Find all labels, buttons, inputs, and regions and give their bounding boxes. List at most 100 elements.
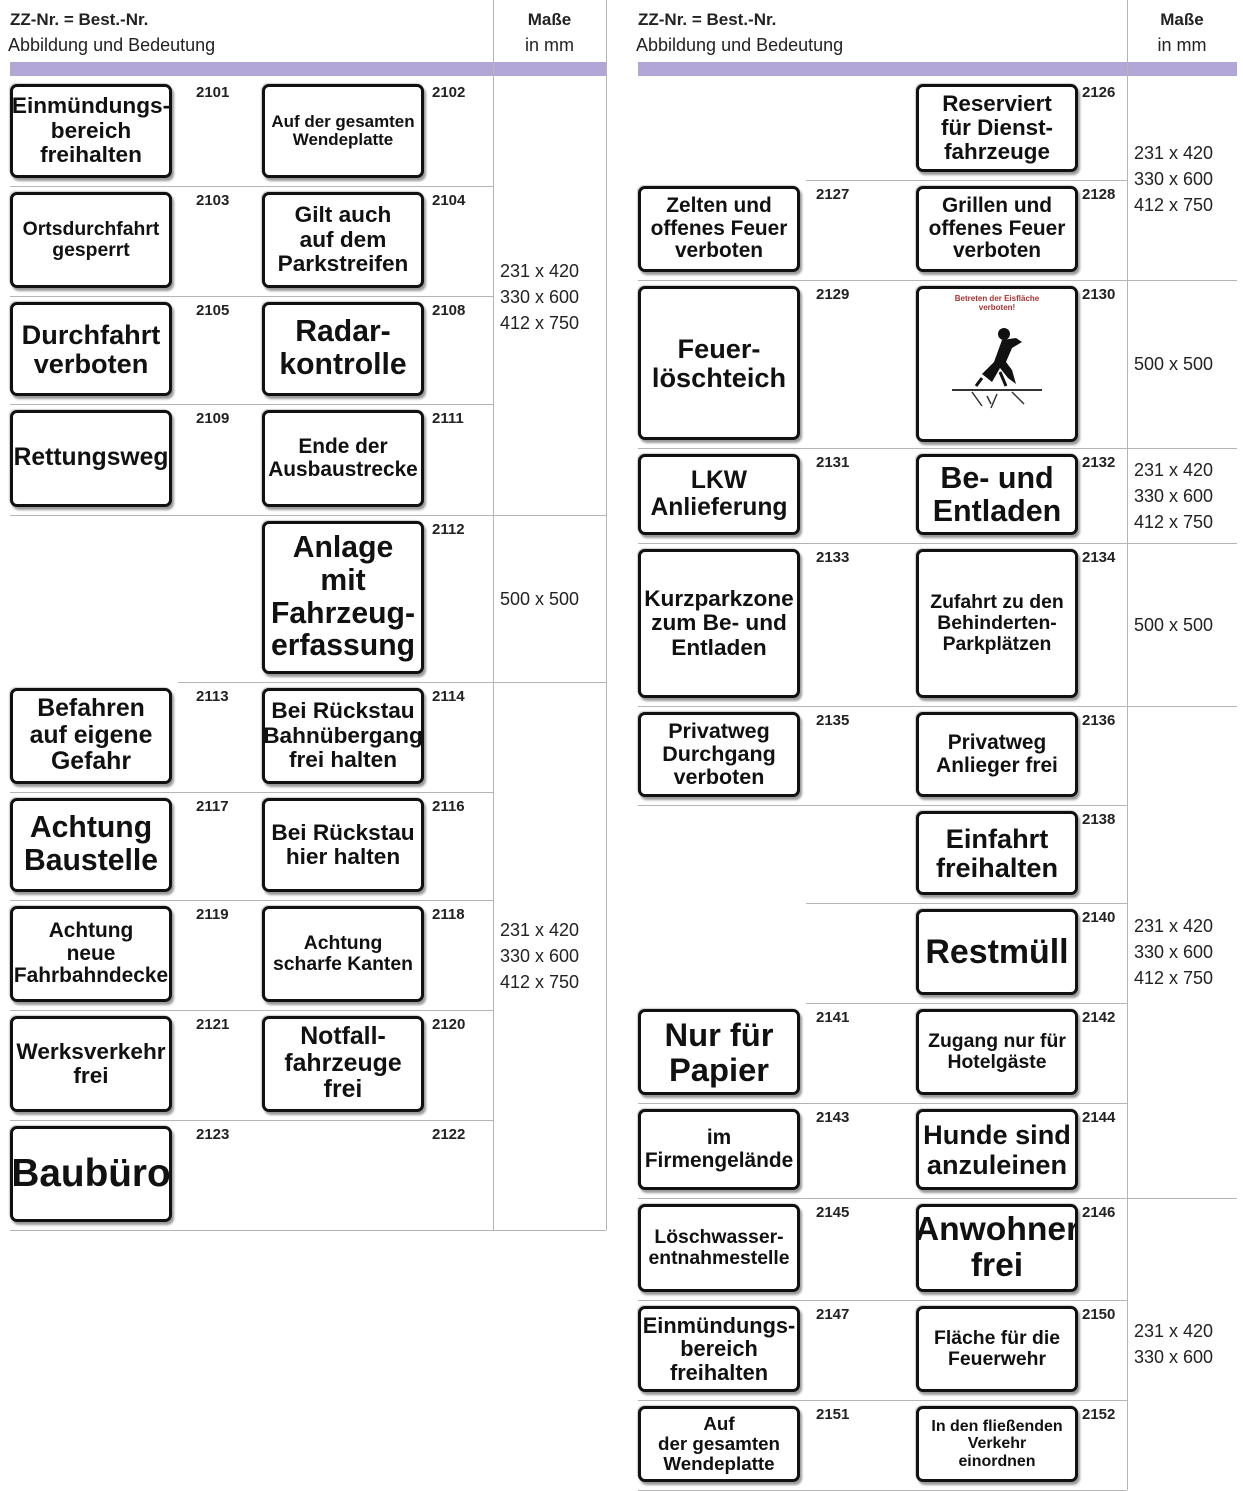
sign-text: Befahren [37,694,145,722]
sign-text: Ende der [298,434,388,458]
size-value: 500 x 500 [1134,354,1214,374]
sign-text: Auf der gesamten [271,111,415,131]
sign-text: löschteich [651,362,787,393]
sign-text: Achtung [48,919,134,943]
sign: Anwohner frei [916,1204,1078,1292]
size-title: Maße [1160,10,1204,29]
row-line [638,543,1127,544]
sign-text: frei [73,1063,109,1088]
sign-text: Baubüro [11,1152,171,1196]
sign: Rettungsweg [10,410,172,507]
size-value: 500 x 500 [1134,614,1214,635]
sign-text: scharfe Kanten [273,953,413,975]
sign: Privatweg Durchgang verboten [638,712,800,797]
sign-text: für Dienst- [940,114,1054,140]
sign-text: Behinderten- [937,612,1057,635]
header-subtitle: Abbildung und Bedeutung [8,35,216,55]
sign-text: erfassung [270,629,416,663]
sign: LKW Anlieferung [638,454,800,535]
sign-text: der gesamten [657,1432,781,1454]
sign: Anlage mit Fahrzeug-erfassung [262,521,424,674]
sign-text: hier halten [285,844,401,869]
sign-text: Einmündungs- [642,1312,796,1338]
sign-text: Gefahr [50,748,132,776]
item-number: 2105 [196,302,230,319]
sign-text: Anlieger frei [936,753,1058,777]
size-value: 330 x 600 [1134,485,1214,506]
sign-text: Feuerwehr [948,1348,1046,1370]
item-number: 2116 [432,798,465,815]
sign-text: Anwohner [916,1210,1078,1248]
sign-text: offenes Feuer [928,216,1066,240]
sign: Privatweg Anlieger frei [916,712,1078,797]
column-divider [493,0,494,1230]
item-number: 2150 [1082,1306,1116,1323]
sign-text: Einfahrt [945,822,1049,854]
item-number: 2134 [1082,549,1116,566]
item-number: 2123 [196,1126,230,1143]
sign-text: Nur für [664,1015,774,1053]
sign-text: Zugang nur für [928,1030,1066,1053]
group-line [1127,280,1237,281]
bottom-line [10,1230,606,1231]
sign-text: Feuer- [677,332,761,364]
column-border [606,0,607,1230]
sign-text: im [706,1125,732,1149]
row-line [178,682,493,683]
row-line [806,903,1127,904]
sign-text: auf eigene [29,721,153,749]
group-line [493,682,606,683]
sign-text: offenes Feuer [650,216,788,240]
sign: Betreten der Eisfläche verboten! [916,286,1078,442]
sign-text: Firmengelände [644,1148,794,1172]
sign-text: Anlieferung [650,493,788,521]
sign: Kurzparkzone zum Be- und Entladen [638,549,800,698]
group-line [1127,448,1237,449]
sign: Be- und Entladen [916,454,1078,535]
size-list: 231 x 420 330 x 600 412 x 750 [1134,140,1213,218]
sign-text: Bahnübergang [263,722,423,748]
sign-text: Zelten und [666,194,772,218]
sign: Löschwasser-entnahmestelle [638,1204,800,1292]
sign: im Firmengelände [638,1109,800,1190]
item-number: 2117 [196,798,229,815]
header-bar [10,62,606,76]
item-number: 2127 [816,186,850,203]
sign-text: Privatweg [668,718,770,743]
item-number: 2121 [196,1016,230,1033]
sign-text: Achtung [29,811,153,845]
sign-text: Parkstreifen [277,251,409,277]
sign-text: freihalten [935,852,1059,883]
sign-text: verboten [33,348,149,379]
sign-text: mit [320,563,366,597]
sign: Radar-kontrolle [262,302,424,396]
item-number: 2128 [1082,186,1116,203]
sign-text: Werksverkehr [16,1038,166,1064]
row-line [10,296,493,297]
sign-text: Wendeplatte [292,130,394,149]
item-number: 2152 [1082,1406,1116,1423]
sign-caption: Betreten der Eisfläche verboten! [954,294,1040,312]
group-line [1127,543,1237,544]
item-number: 2135 [816,712,850,729]
sign-text: freihalten [40,142,142,168]
sign-text: kontrolle [279,348,407,381]
row-line [638,1300,1127,1301]
item-number: 2108 [432,302,466,319]
item-number: 2147 [816,1306,850,1323]
sign: Baubüro [10,1126,172,1222]
sign-text: Bei Rückstau [271,819,415,845]
sign-text: Fahrbahndecke [13,964,169,988]
size-value: 412 x 750 [1134,968,1214,988]
sign-text: Hotelgäste [947,1051,1047,1073]
sign-text: zum Be- und [651,610,787,636]
sign-text: Rettungsweg [13,444,169,472]
item-number: 2118 [432,906,465,923]
sign: Zelten und offenes Feuer verboten [638,186,800,272]
size-value: 500 x 500 [500,588,580,609]
sign: Befahren auf eigene Gefahr [10,688,172,784]
group-line [493,515,606,516]
item-number: 2119 [196,906,229,923]
sign-text: Auf [703,1412,735,1434]
size-value: 330 x 600 [1134,942,1214,962]
